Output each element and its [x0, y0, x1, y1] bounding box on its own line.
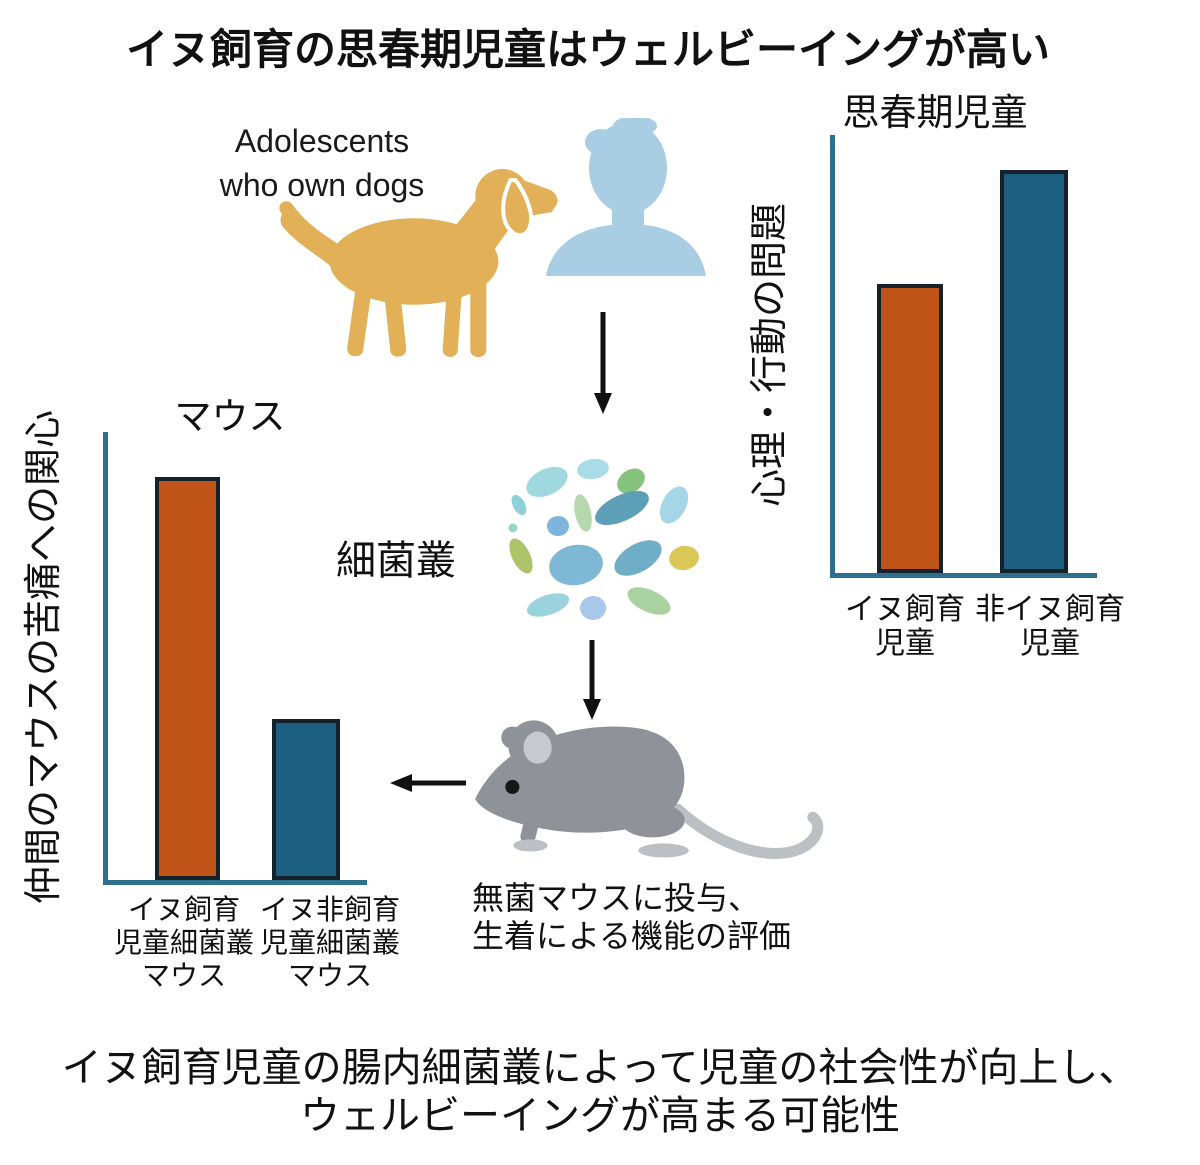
dog-icon — [279, 169, 558, 357]
mouse-step-caption: 無菌マウスに投与、 生着による機能の評価 — [472, 880, 792, 954]
chart-title-adolescents: 思春期児童 — [842, 92, 1028, 133]
page-title: イヌ飼育の思春期児童はウェルビーイングが高い — [126, 26, 1051, 73]
y-axis-label-adolescents: 心理・行動の問題 — [749, 203, 791, 508]
arrow-down-icon — [583, 640, 601, 720]
arrow-left-icon — [390, 774, 466, 792]
x-category-non-dog-owning-children: 非イヌ飼育 児童 — [975, 593, 1125, 660]
microbiome-icon — [508, 458, 699, 620]
microbiome-label: 細菌叢 — [336, 539, 456, 583]
bar-chart-adolescents — [830, 135, 1097, 578]
adolescents-label: Adolescents who own dogs — [219, 123, 425, 203]
y-axis-label-mice: 仲間のマウスの苦痛への関心 — [23, 410, 65, 905]
bar-non-dog-owning-children — [1000, 170, 1068, 573]
bar-chart-mice — [103, 432, 367, 885]
conclusion-text: イヌ飼育児童の腸内細菌叢によって児童の社会性が向上し、 ウェルビーイングが高まる… — [61, 1046, 1139, 1138]
bar-dog-owning-children — [877, 283, 943, 573]
arrow-down-icon — [594, 312, 612, 414]
bar-non-dog-owning-microbiome-mice — [272, 718, 340, 880]
bar-dog-owning-microbiome-mice — [155, 476, 220, 880]
x-category-non-dog-owning-microbiome-mice: イヌ非飼育 児童細菌叢 マウス — [259, 894, 400, 991]
chart-title-mice: マウス — [174, 396, 286, 437]
x-category-dog-owning-children: イヌ飼育 児童 — [845, 593, 965, 660]
x-category-dog-owning-microbiome-mice: イヌ飼育 児童細菌叢 マウス — [113, 894, 254, 991]
mouse-icon — [475, 720, 824, 860]
person-icon — [546, 118, 706, 276]
